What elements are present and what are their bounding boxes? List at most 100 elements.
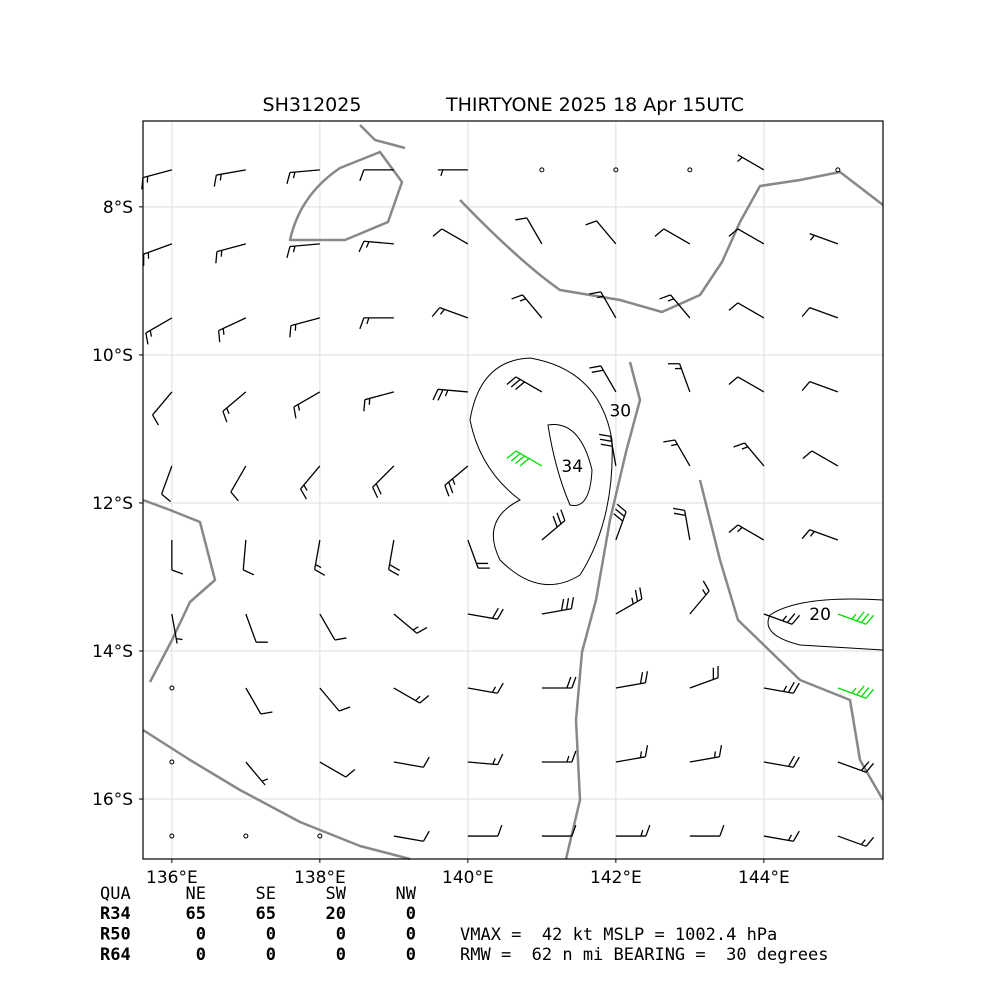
wind-barb [171,539,184,575]
wind-barb [286,169,320,184]
wind-barb [467,753,504,766]
table-header: NE [186,884,206,904]
summary-line: RMW = 62 n mi BEARING = 30 degrees [460,945,828,965]
wind-barb [432,228,469,245]
table-cell: 0 [336,945,346,965]
wind-barb [689,745,723,763]
table-cell: 0 [336,925,346,945]
wind-barb [728,228,765,245]
calm-marker [243,833,249,839]
wind-barb [541,676,577,689]
wind-barb [319,687,351,712]
wind-barb [837,761,875,773]
summary-line: VMAX = 42 kt MSLP = 1002.4 hPa [460,925,777,945]
wind-barb [613,503,627,541]
calm-marker [687,167,693,173]
wind-barb [837,835,875,847]
wind-barb [728,302,765,319]
wind-barb [319,613,347,641]
wind-barb [160,465,173,503]
wind-barb [763,755,800,768]
wind-barb [541,597,575,615]
wind-barb [506,376,543,393]
contour [469,357,613,586]
wind-barb [388,539,400,576]
calm-marker [169,685,175,691]
wind-barb [589,291,617,319]
wind-barb [654,228,691,245]
wind-barbs [141,154,875,847]
coastline [142,728,411,861]
calm-marker [835,167,841,173]
wind-barb [444,465,469,497]
wind-barb [737,154,765,171]
wind-barb [599,433,617,467]
wind-barb [467,607,504,620]
wind-barb [689,824,725,837]
wind-barb [728,524,765,541]
coastline [564,361,642,860]
wind-barb [763,830,800,842]
wind-barb [585,220,617,245]
wind-barb [218,317,247,343]
table-cell: 0 [196,945,206,965]
table-cell: 0 [266,945,276,965]
contour [767,598,884,651]
calm-marker [539,167,545,173]
wind-barb [541,750,577,763]
y-tick-label: 8°S [103,198,133,218]
wind-barb [511,294,543,319]
wind-barb [763,681,800,694]
calm-marker [169,833,175,839]
table-cell: R34 [100,904,131,924]
table-header: NW [396,884,417,904]
wind-barb [143,243,173,266]
y-tick-label: 14°S [92,642,133,662]
contours [469,357,884,651]
wind-barb [359,169,394,182]
contour [547,424,593,507]
table-header: SW [326,884,347,904]
table-cell: 0 [406,945,416,965]
x-tick-label: 142°E [590,868,642,888]
wind-barb [363,391,395,412]
wind-barb [245,761,269,786]
wind-barb [801,381,839,393]
contour-label: 34 [561,457,583,477]
wind-barb [437,169,468,177]
table-cell: R50 [100,925,131,945]
wind-barb [431,307,469,319]
wind-barb [837,611,875,625]
wind-barb [837,685,875,699]
coastlines [142,124,885,861]
wind-barb [358,240,394,253]
calm-marker [613,167,619,173]
wind-barb [293,391,321,419]
wind-barb [541,824,577,837]
wind-barb [171,613,183,644]
table-cell: R64 [100,945,131,965]
wind-barb [801,307,839,319]
title-left: SH312025 [263,94,362,116]
coastline [698,479,885,801]
x-tick-label: 138°E [294,868,346,888]
wind-barb [213,169,246,187]
wind-barb [393,830,430,842]
x-tick-label: 140°E [442,868,494,888]
wind-barb [615,671,649,689]
y-tick-label: 16°S [92,790,133,810]
wind-barb [615,587,643,615]
wind-barb [728,376,765,393]
wind-barb [393,613,428,634]
wind-barb [615,824,651,837]
table-cell: 65 [186,904,206,924]
wind-barb [801,529,839,541]
x-tick-label: 144°E [738,868,790,888]
wind-barb [393,756,430,768]
wind-barb [141,169,173,190]
wind-barb [541,509,566,541]
wind-barb [230,465,247,502]
wind-barb [372,465,395,499]
wind-barb [215,243,247,264]
